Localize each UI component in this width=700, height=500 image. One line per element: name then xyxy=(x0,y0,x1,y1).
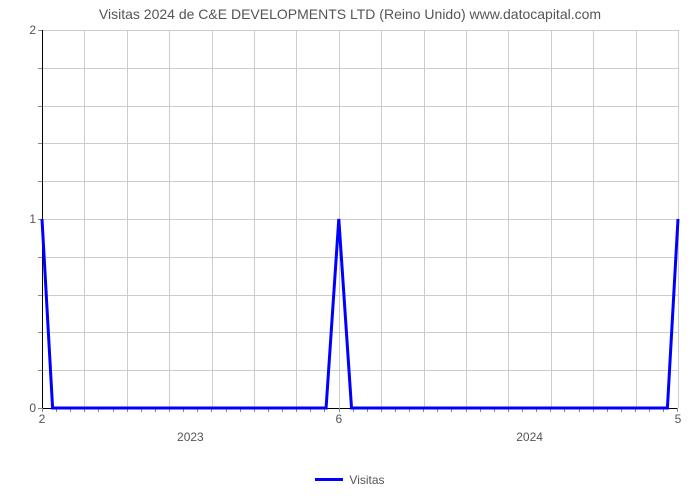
x-minor-tick xyxy=(677,408,678,412)
chart-title: Visitas 2024 de C&E DEVELOPMENTS LTD (Re… xyxy=(0,6,700,22)
legend: Visitas xyxy=(0,468,700,487)
visitas-polyline xyxy=(42,219,678,408)
plot-area: 01226520232024 xyxy=(42,30,678,408)
x-secondary-label: 2023 xyxy=(177,430,204,444)
legend-label: Visitas xyxy=(349,473,384,487)
x-minor-tick xyxy=(339,408,340,412)
x-minor-tick xyxy=(42,408,43,412)
legend-swatch xyxy=(315,478,343,481)
gridline-v xyxy=(678,30,679,408)
data-line xyxy=(42,30,678,408)
legend-item: Visitas xyxy=(315,473,384,487)
chart-container: Visitas 2024 de C&E DEVELOPMENTS LTD (Re… xyxy=(0,0,700,500)
x-secondary-label: 2024 xyxy=(516,430,543,444)
